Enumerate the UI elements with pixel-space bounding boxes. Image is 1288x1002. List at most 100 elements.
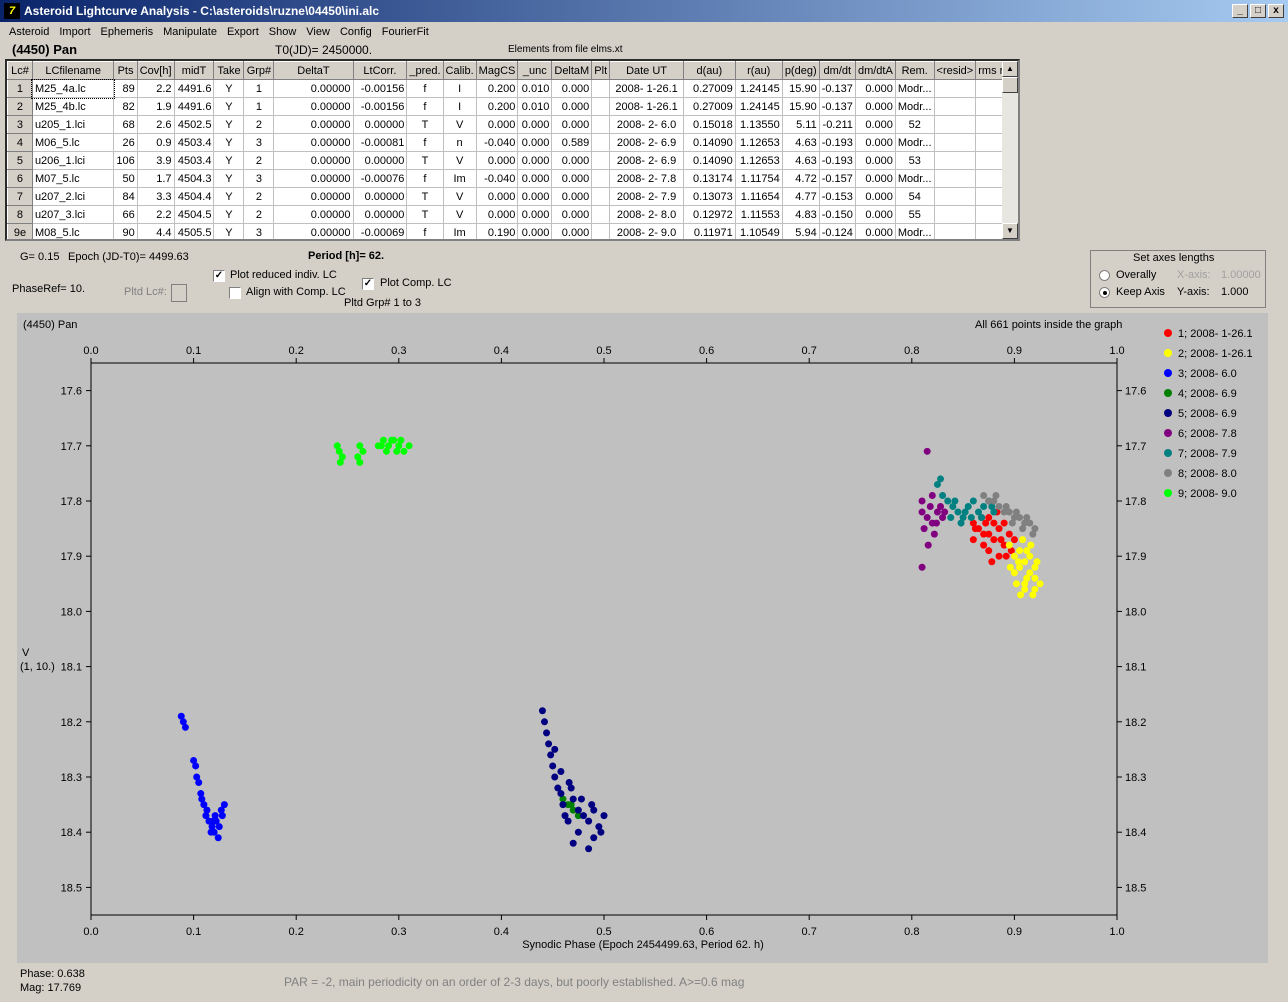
table-cell[interactable]: M08_5.lc	[32, 223, 115, 239]
table-cell[interactable]: 0.000	[517, 169, 553, 188]
table-cell[interactable]	[934, 133, 977, 152]
table-cell[interactable]: 0.000	[476, 151, 519, 170]
column-header[interactable]: d(au)	[682, 61, 736, 80]
table-row[interactable]: 7 u207_2.lci 84 3.3 4504.4 Y 2 0.00000 0.00000 T V…	[7, 187, 1018, 206]
plot-comp-checkbox[interactable]: ✓	[362, 278, 374, 290]
column-header[interactable]: _pred.	[406, 61, 444, 80]
row-header[interactable]: 9e	[7, 223, 33, 239]
table-cell[interactable]: 0.00000	[353, 115, 408, 134]
table-row[interactable]: 1 M25_4a.lc 89 2.2 4491.6 Y 1 0.00000 -0.00156 f I…	[7, 78, 1018, 99]
table-cell[interactable]: 0.000	[551, 169, 593, 188]
minimize-button[interactable]: _	[1232, 4, 1248, 18]
table-cell[interactable]: 4504.5	[174, 205, 215, 224]
row-header[interactable]: 2	[7, 97, 33, 116]
table-cell[interactable]: 52	[895, 115, 935, 134]
column-header[interactable]: Rem.	[894, 61, 935, 80]
table-cell[interactable]: T	[406, 187, 444, 206]
table-cell[interactable]: 0.000	[517, 151, 553, 170]
table-cell[interactable]: Modr...	[895, 169, 935, 188]
table-cell[interactable]: 0.00000	[273, 223, 354, 239]
table-cell[interactable]: -0.193	[819, 133, 856, 152]
phaseref-value[interactable]: PhaseRef= 10.	[12, 283, 86, 295]
table-cell[interactable]: 1	[243, 79, 275, 98]
table-cell[interactable]: 2	[243, 205, 275, 224]
table-cell[interactable]: f	[406, 97, 444, 116]
table-row[interactable]: 6 M07_5.lc 50 1.7 4504.3 Y 3 0.00000 -0.00076 f Im…	[7, 169, 1018, 188]
table-cell[interactable]: f	[406, 169, 444, 188]
table-cell[interactable]: 2	[243, 151, 275, 170]
table-cell[interactable]: 0.000	[551, 151, 593, 170]
table-cell[interactable]: 3	[243, 223, 275, 239]
table-cell[interactable]: Y	[213, 205, 245, 224]
column-header[interactable]: dm/dt	[818, 61, 856, 80]
table-cell[interactable]: 2.2	[137, 79, 175, 98]
table-cell[interactable]: Modr...	[895, 133, 935, 152]
table-cell[interactable]: -0.211	[819, 115, 856, 134]
table-cell[interactable]: u207_3.lci	[32, 205, 115, 224]
table-cell[interactable]: 2008- 2- 9.0	[609, 223, 684, 239]
table-cell[interactable]: 84	[113, 187, 138, 206]
table-cell[interactable]: 2008- 2- 7.9	[609, 187, 684, 206]
table-cell[interactable]: 0.00000	[273, 169, 354, 188]
table-cell[interactable]: M06_5.lc	[32, 133, 115, 152]
column-header[interactable]: midT	[173, 61, 215, 80]
table-cell[interactable]: 2008- 2- 6.9	[609, 133, 684, 152]
table-cell[interactable]: 4491.6	[174, 79, 215, 98]
menu-fourierfit[interactable]: FourierFit	[381, 26, 429, 38]
scroll-thumb[interactable]	[1002, 77, 1018, 93]
table-cell[interactable]: 0.000	[517, 115, 553, 134]
table-scrollbar[interactable]: ▲ ▼	[1002, 61, 1018, 239]
table-cell[interactable]: n	[443, 133, 477, 152]
column-header[interactable]: Take	[213, 61, 245, 80]
table-cell[interactable]: 0.27009	[683, 79, 736, 98]
table-cell[interactable]: 4491.6	[174, 97, 215, 116]
column-header[interactable]: Pts	[113, 61, 138, 80]
table-cell[interactable]: 2.6	[137, 115, 175, 134]
table-cell[interactable]: 89	[113, 79, 138, 98]
table-cell[interactable]: Im	[443, 169, 477, 188]
table-cell[interactable]: -0.040	[476, 133, 519, 152]
column-header[interactable]: _unc	[517, 61, 553, 80]
column-header[interactable]: Grp#	[243, 61, 275, 80]
table-cell[interactable]: -0.137	[819, 79, 856, 98]
table-cell[interactable]: u205_1.lci	[32, 115, 115, 134]
table-cell[interactable]	[934, 187, 977, 206]
column-header[interactable]: DeltaT	[273, 61, 354, 80]
pltd-grp-range[interactable]: Pltd Grp# 1 to 3	[344, 297, 422, 309]
table-cell[interactable]: Y	[213, 115, 245, 134]
table-cell[interactable]: 0.13073	[683, 187, 736, 206]
plot-panel[interactable]: (4450) Pan All 661 points inside the gra…	[17, 313, 1268, 963]
row-header[interactable]: 1	[7, 79, 33, 98]
table-cell[interactable]: 0.010	[517, 97, 553, 116]
table-cell[interactable]: 2	[243, 187, 275, 206]
table-cell[interactable]: 0.000	[551, 205, 593, 224]
x-axis-value[interactable]: 1.00000	[1221, 269, 1261, 281]
table-cell[interactable]: 4.83	[782, 205, 820, 224]
scroll-down-arrow-icon[interactable]: ▼	[1002, 223, 1018, 239]
column-header[interactable]: p(deg)	[781, 61, 820, 80]
table-cell[interactable]: -0.00081	[353, 133, 408, 152]
table-cell[interactable]	[934, 79, 977, 98]
table-cell[interactable]: 2008- 2- 7.8	[609, 169, 684, 188]
table-cell[interactable]	[591, 151, 611, 170]
row-header[interactable]: 5	[7, 151, 33, 170]
table-cell[interactable]: 0.9	[137, 133, 175, 152]
column-header[interactable]: Lc#	[7, 61, 33, 80]
table-cell[interactable]: 2	[243, 115, 275, 134]
table-cell[interactable]	[591, 187, 611, 206]
table-cell[interactable]: 0.000	[551, 79, 593, 98]
table-cell[interactable]: 0.00000	[273, 97, 354, 116]
table-cell[interactable]: 0.00000	[273, 205, 354, 224]
table-cell[interactable]: 0.000	[855, 97, 896, 116]
table-cell[interactable]: V	[443, 115, 477, 134]
menu-import[interactable]: Import	[59, 26, 91, 38]
table-cell[interactable]: 3.9	[137, 151, 175, 170]
table-row[interactable]: 8 u207_3.lci 66 2.2 4504.5 Y 2 0.00000 0.00000 T V…	[7, 205, 1018, 224]
table-cell[interactable]: -0.00156	[353, 79, 408, 98]
table-cell[interactable]: V	[443, 205, 477, 224]
table-cell[interactable]: 2008- 1-26.1	[609, 79, 684, 98]
table-cell[interactable]: 0.00000	[273, 187, 354, 206]
table-cell[interactable]: -0.193	[819, 151, 856, 170]
row-header[interactable]: 4	[7, 133, 33, 152]
table-cell[interactable]: 0.00000	[353, 151, 408, 170]
